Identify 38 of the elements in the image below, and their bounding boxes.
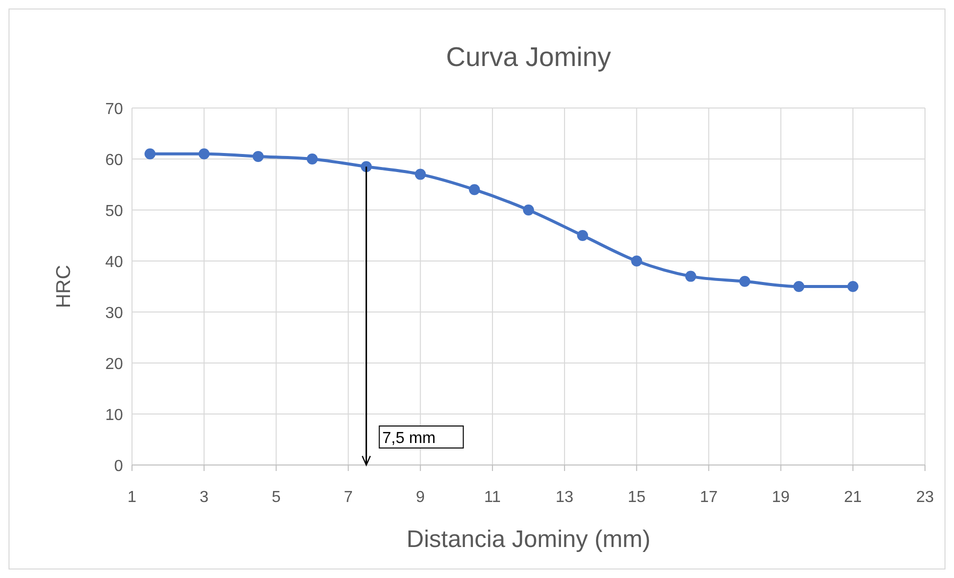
point — [414, 168, 426, 180]
ref-line-label: 7,5 mm — [382, 430, 436, 447]
point — [198, 148, 210, 160]
point — [793, 281, 804, 292]
y-tick-label: 70 — [105, 101, 124, 118]
point — [468, 184, 480, 196]
x-tick-label: 5 — [272, 489, 281, 506]
x-tick-label: 7 — [344, 489, 353, 506]
point — [685, 270, 696, 282]
y-tick-label: 60 — [105, 152, 124, 169]
point — [306, 154, 318, 164]
y-tick-label: 50 — [105, 203, 124, 220]
x-tick-label: 13 — [556, 489, 574, 506]
y-tick-label: 40 — [105, 254, 124, 271]
x-tick-label: 17 — [700, 489, 718, 506]
point — [577, 230, 588, 241]
chart-title: Curva Jominy — [446, 42, 612, 72]
x-tick-label: 15 — [628, 489, 646, 506]
point — [739, 276, 750, 287]
point — [252, 150, 264, 162]
point — [523, 204, 534, 216]
x-tick-label: 23 — [916, 489, 934, 506]
x-tick-label: 21 — [844, 489, 862, 506]
y-axis-title: HRC — [53, 264, 75, 308]
x-tick-label: 1 — [128, 489, 137, 506]
point — [847, 281, 858, 292]
y-tick-label: 10 — [105, 407, 124, 424]
y-tick-label: 30 — [105, 305, 124, 322]
point — [631, 256, 642, 266]
x-tick-label: 9 — [416, 489, 425, 506]
x-tick-label: 3 — [200, 489, 209, 506]
y-tick-label: 20 — [105, 356, 124, 373]
y-tick-label: 0 — [114, 458, 124, 475]
point — [144, 148, 156, 160]
x-axis-title: Distancia Jominy (mm) — [406, 526, 651, 553]
x-tick-label: 11 — [484, 489, 501, 506]
x-tick-label: 19 — [772, 489, 790, 506]
point — [360, 161, 372, 172]
